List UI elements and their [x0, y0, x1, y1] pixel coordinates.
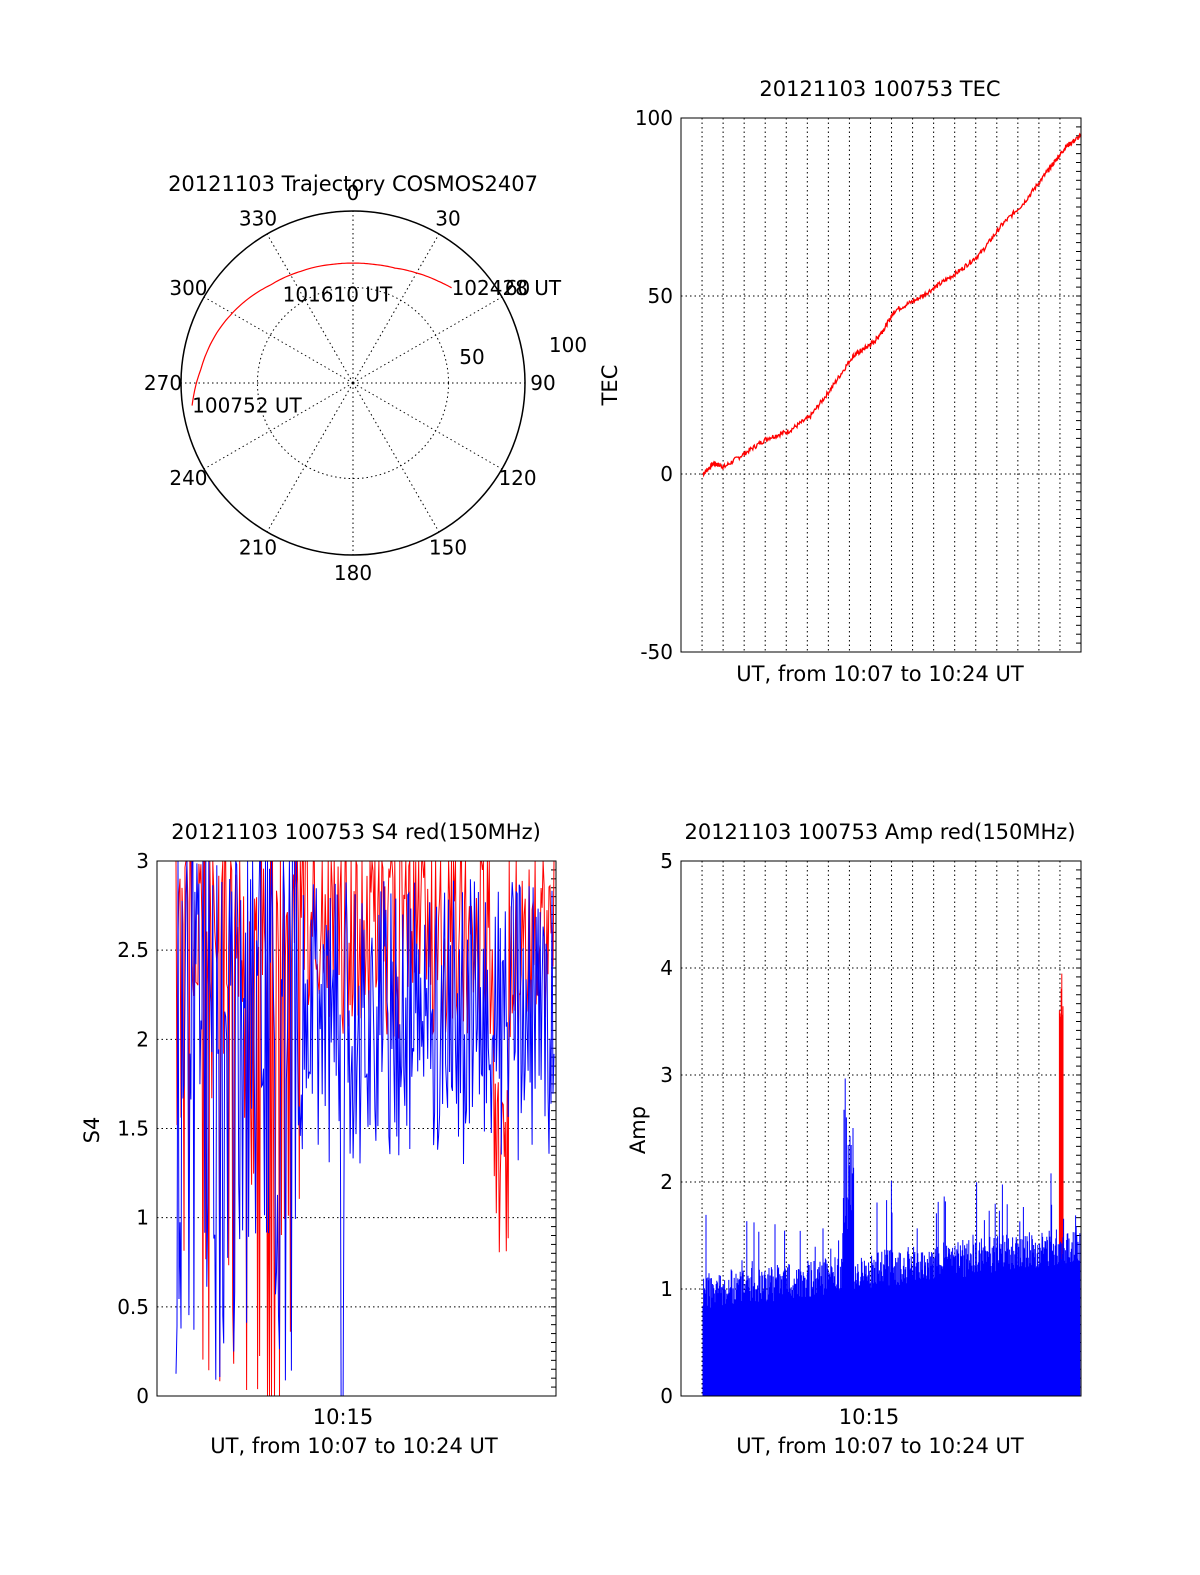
polar-angle-label-2: 60: [505, 276, 530, 300]
amp-ytick-2: 2: [660, 1170, 673, 1194]
s4-plot: 20121103 100753 S4 red(150MHz) 0 0.5 1 1.5 2…: [80, 820, 557, 1458]
polar-angle-label-7: 210: [239, 536, 277, 560]
tec-grid: [681, 117, 1081, 653]
polar-spoke-11: [266, 233, 354, 384]
trajectory-annotation-2: 102428 UT: [452, 276, 562, 300]
tec-y-tick-labels: -50 0 50 100: [635, 106, 673, 664]
s4-ytick-5: 2.5: [117, 938, 149, 962]
polar-angle-label-10: 300: [169, 276, 207, 300]
polar-spoke-1: [352, 233, 440, 384]
polar-angle-label-0: 0: [347, 181, 360, 205]
trajectory-annotations: 100752 UT 101610 UT 102428 UT: [192, 276, 562, 418]
polar-angle-label-5: 150: [429, 536, 467, 560]
polar-spoke-2: [352, 296, 503, 384]
tec-ytick-3: 100: [635, 106, 673, 130]
polar-spoke-10: [203, 296, 354, 384]
amp-title: 20121103 100753 Amp red(150MHz): [684, 820, 1075, 844]
s4-ylabel: S4: [80, 1117, 104, 1144]
s4-ytick-1: 0.5: [117, 1295, 149, 1319]
s4-ytick-6: 3: [136, 849, 149, 873]
s4-y-tick-labels: 0 0.5 1 1.5 2 2.5 3: [117, 849, 149, 1408]
amp-y-tick-labels: 0 1 2 3 4 5: [660, 849, 673, 1408]
polar-spoke-8: [203, 382, 354, 470]
s4-ytick-0: 0: [136, 1384, 149, 1408]
polar-outer-circle: [180, 210, 526, 556]
polar-radial-label-0: 50: [459, 345, 484, 369]
amp-ytick-4: 4: [660, 956, 673, 980]
amp-axes-frame: [680, 860, 1082, 1397]
s4-ytick-2: 1: [136, 1206, 149, 1230]
s4-xtick-label: 10:15: [313, 1405, 374, 1429]
polar-trajectory-plot: 20121103 Trajectory COSMOS2407 0 30 60 90 12…: [144, 172, 587, 585]
tec-series-line: [702, 132, 1082, 478]
trajectory-line: [191, 262, 452, 406]
amp-xtick-label: 10:15: [839, 1405, 900, 1429]
polar-angle-label-11: 330: [239, 206, 277, 230]
s4-blue-series: [175, 860, 555, 1397]
polar-angle-label-8: 240: [169, 466, 207, 490]
polar-title: 20121103 Trajectory COSMOS2407: [168, 172, 538, 196]
polar-spoke-4: [352, 382, 503, 470]
polar-radial-labels: 50 100: [459, 333, 587, 369]
amp-ytick-3: 3: [660, 1063, 673, 1087]
s4-ytick-4: 2: [136, 1027, 149, 1051]
polar-spoke-5: [352, 382, 440, 533]
polar-angle-label-6: 180: [334, 561, 372, 585]
polar-angle-label-9: 270: [144, 371, 182, 395]
amp-plot: 20121103 100753 Amp red(150MHz) 0 1 2 3 4 5 1…: [626, 820, 1082, 1458]
amp-red-series: [1058, 973, 1064, 1260]
s4-red-series: [175, 860, 555, 1397]
amp-ytick-0: 0: [660, 1384, 673, 1408]
polar-angle-label-3: 90: [530, 371, 555, 395]
tec-title: 20121103 100753 TEC: [759, 77, 1000, 101]
polar-angle-label-4: 120: [498, 466, 536, 490]
amp-ylabel: Amp: [626, 1106, 650, 1154]
polar-angle-label-1: 30: [435, 206, 460, 230]
s4-axes-frame: [156, 860, 557, 1397]
s4-title: 20121103 100753 S4 red(150MHz): [171, 820, 541, 844]
trajectory-annotation-1: 101610 UT: [283, 283, 393, 307]
s4-xlabel: UT, from 10:07 to 10:24 UT: [210, 1434, 498, 1458]
polar-spoke-7: [266, 382, 354, 533]
tec-xlabel: UT, from 10:07 to 10:24 UT: [736, 662, 1024, 686]
trajectory-annotation-0: 100752 UT: [192, 394, 302, 418]
tec-axes-frame: [680, 117, 1082, 653]
s4-ytick-3: 1.5: [117, 1117, 149, 1141]
amp-blue-series: [702, 1078, 1081, 1396]
amp-xlabel: UT, from 10:07 to 10:24 UT: [736, 1434, 1024, 1458]
polar-radial-label-1: 100: [549, 333, 587, 357]
tec-ylabel: TEC: [598, 365, 622, 407]
polar-angle-labels: 0 30 60 90 120 150 180 210 240 270 300 330: [144, 181, 556, 585]
amp-ytick-5: 5: [660, 849, 673, 873]
tec-ytick-2: 50: [648, 284, 673, 308]
tec-ytick-0: -50: [640, 640, 673, 664]
tec-ytick-1: 0: [660, 462, 673, 486]
tec-plot: 20121103 100753 TEC -50 0 50 100 UT, from 1…: [598, 77, 1082, 686]
amp-ytick-1: 1: [660, 1277, 673, 1301]
